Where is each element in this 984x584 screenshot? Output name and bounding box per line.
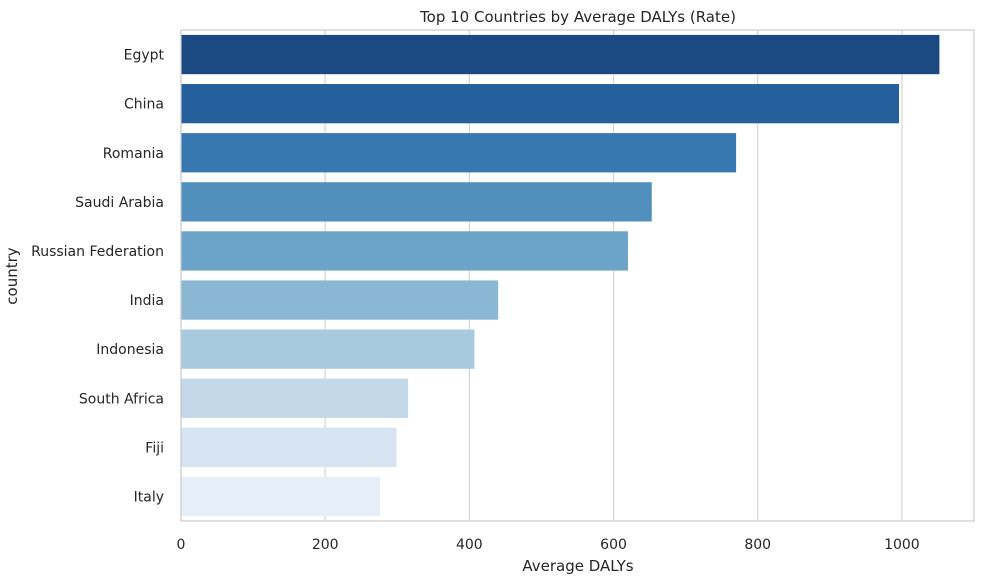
y-tick-label: Saudi Arabia — [75, 195, 164, 211]
y-tick-label: China — [124, 97, 164, 113]
bar — [181, 427, 397, 467]
bar — [181, 182, 652, 222]
y-tick-label: Fiji — [145, 440, 164, 456]
x-tick-label: 800 — [744, 537, 771, 553]
bars-group — [181, 34, 940, 517]
x-axis-label: Average DALYs — [522, 557, 633, 575]
bar — [181, 378, 409, 418]
y-axis-label: country — [3, 247, 21, 304]
x-tick-label: 400 — [456, 537, 483, 553]
bar — [181, 476, 380, 517]
y-tick-label: India — [130, 293, 164, 309]
bar — [181, 34, 940, 75]
bar — [181, 231, 628, 271]
plot-frame — [180, 29, 975, 522]
bar — [181, 84, 900, 124]
x-tick-label: 200 — [312, 537, 339, 553]
x-tick-label: 1000 — [884, 537, 920, 553]
x-tick-label: 0 — [177, 537, 186, 553]
chart-title: Top 10 Countries by Average DALYs (Rate) — [419, 8, 736, 26]
y-tick-label: South Africa — [79, 391, 164, 407]
bar — [181, 329, 475, 369]
y-tick-label: Romania — [103, 146, 164, 162]
y-tick-label: Indonesia — [96, 342, 164, 358]
y-tick-label: Egypt — [124, 48, 165, 64]
x-tick-label: 600 — [600, 537, 627, 553]
y-tick-label: Russian Federation — [31, 244, 164, 260]
bar — [181, 280, 499, 320]
y-tick-labels: Egypt China Romania Saudi Arabia Russian Fed… — [31, 48, 164, 506]
x-tick-labels: 0 200 400 600 800 1000 — [177, 537, 920, 553]
y-tick-label: Italy — [134, 489, 164, 505]
bar — [181, 133, 737, 173]
